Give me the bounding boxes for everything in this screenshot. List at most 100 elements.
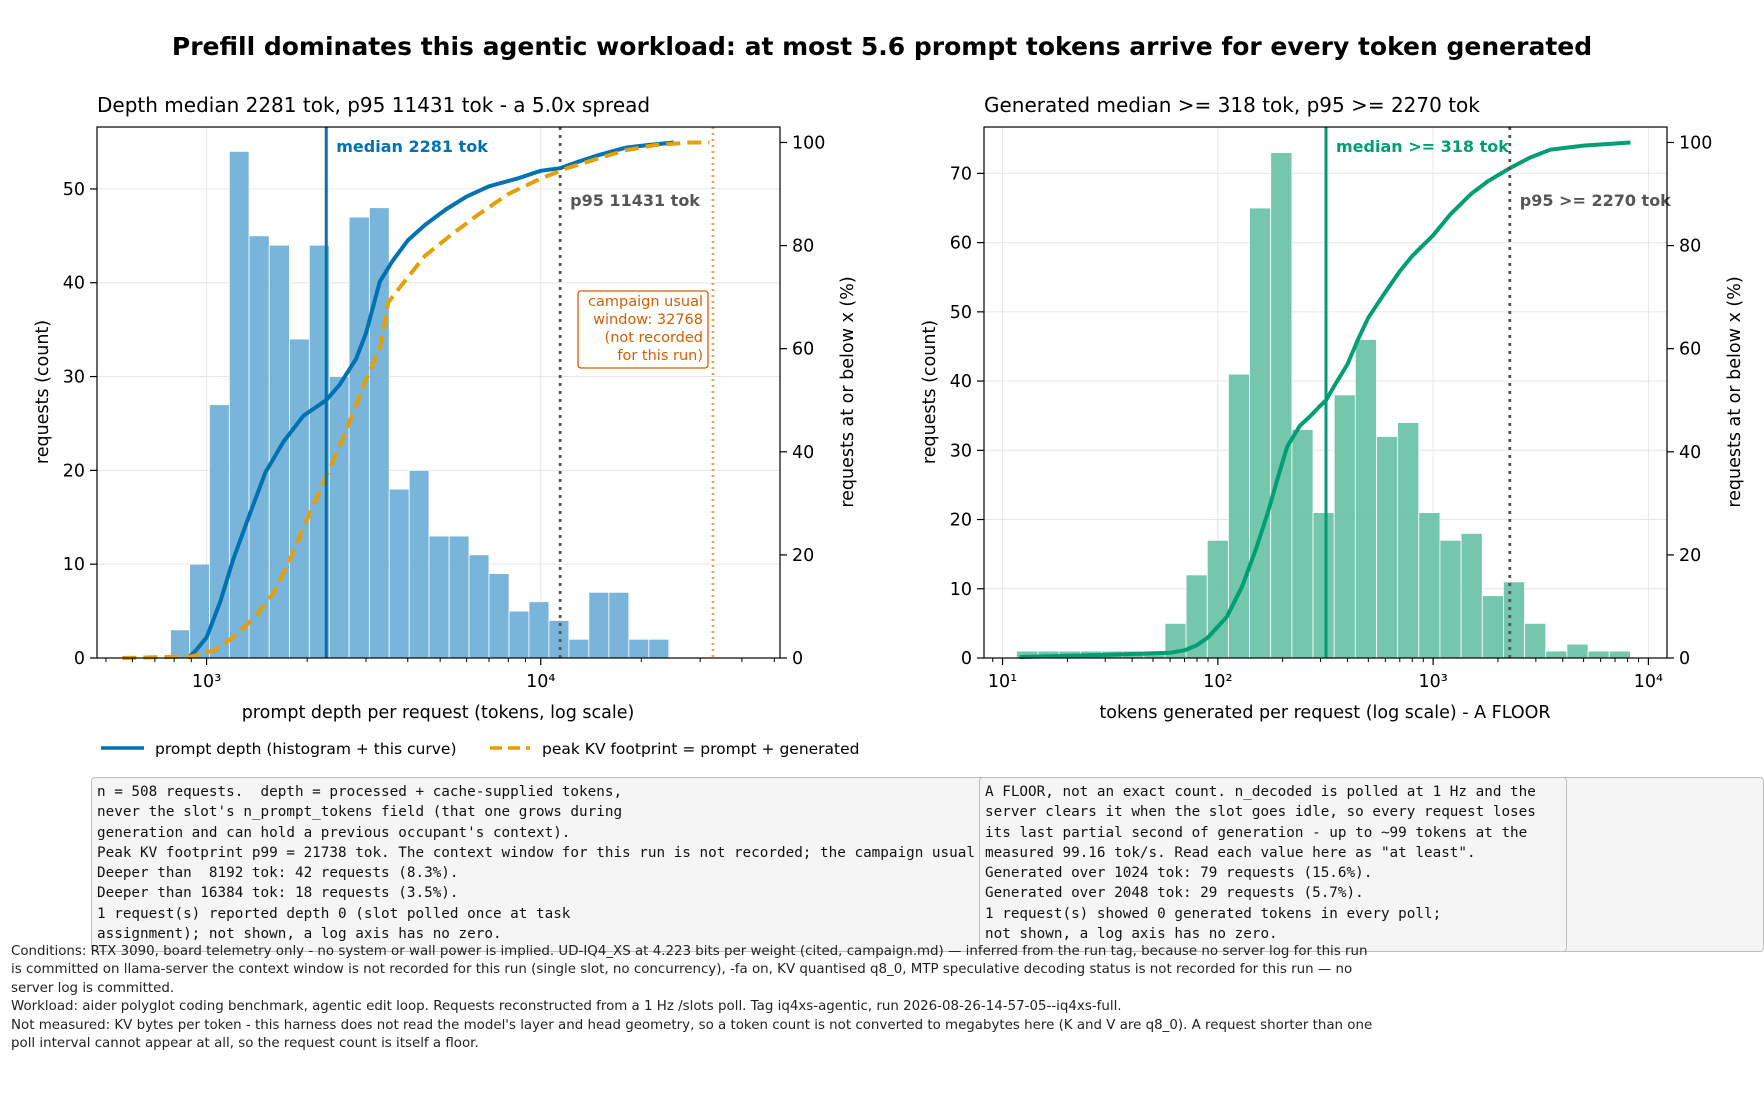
- left-cumulative-curve: [122, 140, 710, 660]
- left-reference-label: median 2281 tok: [336, 137, 488, 156]
- left-y2-tick-label: 100: [792, 133, 825, 153]
- left-histogram-bar: [368, 207, 390, 659]
- left-x-tick-label: 10⁴: [526, 672, 555, 692]
- footer-line: poll interval cannot appear at all, so t…: [11, 1036, 479, 1052]
- right-x-tick-label: 10¹: [988, 672, 1017, 692]
- left-histogram-bar: [448, 535, 470, 659]
- right-x-tick-label: 10⁴: [1634, 672, 1663, 692]
- left-stats-line: assignment); not shown, a log axis has n…: [97, 926, 502, 943]
- right-y-tick-label: 30: [950, 441, 972, 461]
- right-y2-tick-label: 20: [1679, 546, 1701, 566]
- left-y-tick-label: 50: [63, 180, 85, 200]
- right-histogram-bar: [1460, 532, 1483, 659]
- left-stats-line: never the slot's n_prompt_tokens field (…: [97, 804, 623, 821]
- left-histogram-bar: [468, 554, 490, 659]
- campaign-window-note-line-3: (not recorded: [605, 330, 703, 346]
- campaign-window-note-box: [577, 290, 709, 369]
- footer-line: server log is committed.: [11, 980, 175, 996]
- right-y-tick-label: 10: [950, 580, 972, 600]
- left-stats-line: 1 request(s) reported depth 0 (slot poll…: [97, 905, 571, 922]
- left-y-tick-label: 20: [63, 461, 85, 481]
- left-histogram-bar: [428, 535, 450, 659]
- right-stats-line: its last partial second of generation - …: [985, 824, 1528, 841]
- right-stats-line: Generated over 1024 tok: 79 requests (15…: [985, 865, 1373, 882]
- left-histogram-bar: [408, 469, 430, 659]
- left-chart-ylabel: requests (count): [33, 320, 53, 464]
- right-y2-tick-label: 100: [1679, 133, 1712, 153]
- left-histogram-bar: [328, 376, 350, 659]
- left-histogram-bar: [488, 573, 510, 659]
- right-chart-reference-lines: median >= 318 tok p95 >= 2270 tok: [1324, 127, 1671, 658]
- right-histogram-bar: [1397, 422, 1420, 659]
- right-chart-ylabel: requests (count): [920, 320, 940, 464]
- right-histogram-bar: [1376, 436, 1399, 659]
- right-histogram-bar: [1566, 643, 1589, 659]
- right-histogram-bar: [1291, 429, 1314, 659]
- right-chart-ticks: 10¹ 10² 10³ 10⁴ 0 10 20 30 40 50 60 70 0 20 40 60 80 100: [950, 133, 1713, 692]
- footer-line: Not measured: KV bytes per token - this …: [11, 1017, 1373, 1033]
- right-chart-frame: [983, 126, 1668, 659]
- campaign-window-note-line-4: for this run): [617, 348, 703, 364]
- left-x-tick-label: 10³: [192, 672, 221, 692]
- right-histogram-bar: [1418, 512, 1441, 659]
- footer-line: is committed on llama-server the context…: [11, 962, 1353, 978]
- left-chart-curves: [122, 140, 710, 660]
- right-histogram-bar: [1249, 207, 1272, 659]
- right-y2-tick-label: 40: [1679, 443, 1701, 463]
- left-y-tick-label: 10: [63, 555, 85, 575]
- right-histogram-bar: [1228, 373, 1250, 659]
- right-histogram-bar: [1270, 152, 1293, 659]
- right-stats-box: A FLOOR, not an exact count. n_decoded i…: [979, 777, 1567, 952]
- right-y-tick-label: 70: [950, 164, 972, 184]
- right-histogram-bar: [1354, 339, 1377, 659]
- left-chart-panel: Depth median 2281 tok, p95 11431 tok - a…: [33, 93, 858, 723]
- footer-notes: Conditions: RTX 3090, board telemetry on…: [11, 943, 1751, 1053]
- left-stats-line: generation and can hold a previous occup…: [97, 824, 571, 841]
- left-histogram-bar: [388, 488, 410, 659]
- right-histogram-bar: [1503, 581, 1525, 659]
- left-histogram-bar: [608, 591, 630, 659]
- legend-peak-kv-label: peak KV footprint = prompt + generated: [542, 740, 860, 758]
- left-y-tick-label: 0: [74, 649, 85, 669]
- right-chart-bars: [1016, 152, 1631, 659]
- left-histogram-bar: [588, 591, 610, 659]
- left-chart-reference-lines: median 2281 tok p95 11431 tok: [324, 127, 715, 658]
- left-y2-tick-label: 80: [792, 237, 814, 257]
- right-y2-tick-label: 60: [1679, 340, 1701, 360]
- left-chart-y2label: requests at or below x (%): [838, 276, 858, 507]
- left-stats-line: n = 508 requests. depth = processed + ca…: [97, 784, 623, 800]
- right-histogram-bar: [1481, 595, 1504, 659]
- left-stats-line: Deeper than 8192 tok: 42 requests (8.3%)…: [97, 865, 459, 882]
- left-histogram-bar: [628, 638, 650, 659]
- right-chart-panel: Generated median >= 318 tok, p95 >= 2270…: [920, 93, 1745, 723]
- left-histogram-bar: [568, 638, 590, 659]
- campaign-window-note: campaign usual window: 32768 (not record…: [577, 290, 709, 369]
- right-x-tick-label: 10²: [1203, 672, 1232, 692]
- right-chart-y2label: requests at or below x (%): [1725, 276, 1745, 507]
- right-stats-line: measured 99.16 tok/s. Read each value he…: [985, 844, 1476, 861]
- right-stats-line: not shown, a log axis has no zero.: [985, 926, 1278, 943]
- left-reference-label: p95 11431 tok: [570, 191, 700, 210]
- right-cumulative-curve: [1019, 140, 1631, 659]
- right-reference-label: p95 >= 2270 tok: [1520, 191, 1671, 210]
- campaign-window-note-line-2: window: 32768: [593, 312, 703, 328]
- right-histogram-bar: [1439, 539, 1462, 659]
- left-chart-frame: [96, 126, 781, 659]
- right-histogram-bar: [1545, 650, 1568, 659]
- right-chart-xlabel: tokens generated per request (log scale)…: [1099, 703, 1550, 723]
- right-y-tick-label: 0: [961, 649, 972, 669]
- right-y-tick-label: 20: [950, 511, 972, 531]
- right-histogram-bar: [1312, 512, 1335, 659]
- left-chart-title: Depth median 2281 tok, p95 11431 tok - a…: [97, 93, 650, 117]
- left-y-tick-label: 30: [63, 368, 85, 388]
- right-chart-curves: [1019, 140, 1631, 659]
- left-stats-line: Deeper than 16384 tok: 18 requests (3.5%…: [97, 885, 459, 902]
- left-histogram-bar: [248, 235, 270, 659]
- left-histogram-bar: [528, 601, 550, 659]
- legend-prompt-depth-label: prompt depth (histogram + this curve): [155, 740, 457, 758]
- right-y-tick-label: 50: [950, 303, 972, 323]
- right-y2-tick-label: 80: [1679, 237, 1701, 257]
- figure-title: Prefill dominates this agentic workload:…: [172, 32, 1592, 61]
- left-y-tick-label: 40: [63, 274, 85, 294]
